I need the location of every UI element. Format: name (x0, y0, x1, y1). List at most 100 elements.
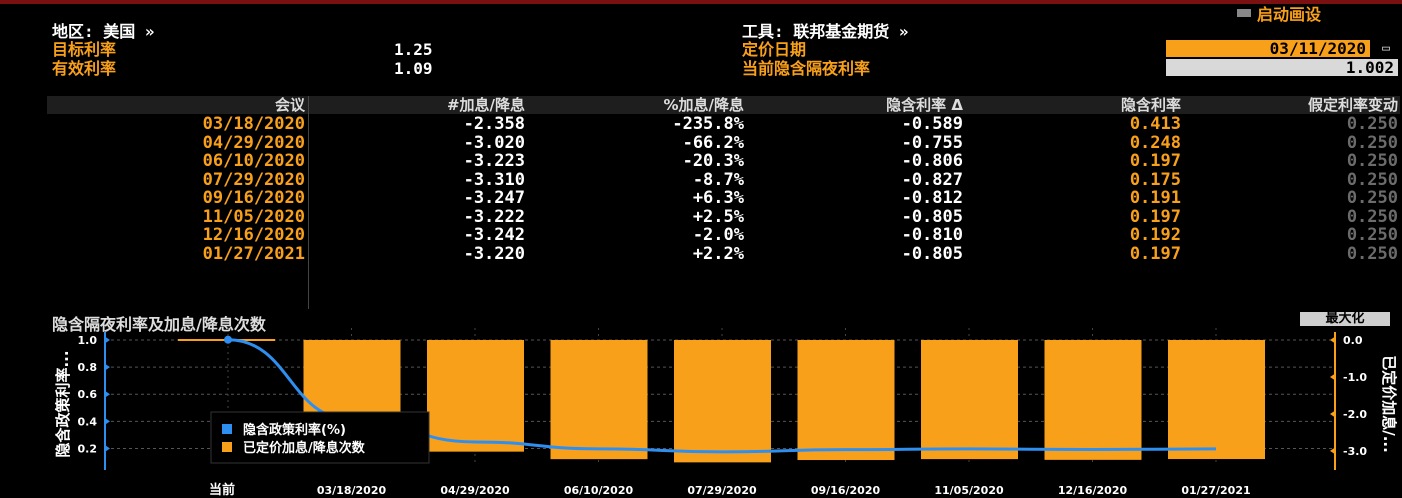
col-header-assumed-rate-change[interactable]: 假定利率变动 (1307, 96, 1398, 114)
right-tick-marker (1330, 409, 1336, 418)
pricing-date-input[interactable]: 03/11/2020 (1166, 40, 1370, 57)
x-tick-label: 07/29/2020 (687, 484, 757, 497)
cell-implied-rate-delta: -0.812 (901, 188, 963, 208)
x-tick-label: 03/18/2020 (317, 484, 387, 497)
right-tick-label: -3.0 (1343, 445, 1367, 458)
bar (921, 340, 1018, 460)
legend-box (210, 411, 430, 464)
effective-rate-value: 1.09 (394, 59, 433, 78)
cell-hikes-cuts-pct: -235.8% (672, 114, 744, 134)
col-header-implied-rate[interactable]: 隐含利率 (1120, 96, 1181, 114)
left-tick-label: 0.4 (78, 415, 98, 428)
target-rate-label: 目标利率 (52, 40, 117, 59)
right-tick-label: -2.0 (1343, 408, 1367, 421)
bar (427, 340, 524, 452)
cell-implied-rate: 0.197 (1129, 206, 1181, 227)
bar (303, 340, 401, 428)
cell-implied-rate-delta: -0.810 (901, 225, 963, 245)
cell-meeting-date: 01/27/2021 (202, 243, 305, 264)
left-tick-label: 1.0 (78, 334, 98, 347)
cell-meeting-date: 04/29/2020 (202, 132, 305, 153)
region-selector[interactable]: 地区: 美国 » (52, 22, 155, 41)
bar (797, 340, 895, 461)
x-tick-label: 09/16/2020 (811, 484, 881, 497)
bar (674, 340, 771, 463)
cell-hikes-cuts-pct: +2.5% (692, 206, 744, 227)
line-point (224, 335, 232, 344)
col-header-hikes-cuts-pct[interactable]: %加息/降息 (663, 96, 744, 114)
cell-implied-rate-delta: -0.589 (901, 114, 963, 134)
x-tick-label: 06/10/2020 (564, 484, 634, 497)
y2-axis-label: 已定价加息/... (1380, 355, 1398, 453)
x-tick-label: 01/27/2021 (1181, 484, 1250, 497)
meeting-table: 会议 #加息/降息 %加息/降息 隐含利率 Δ 隐含利率 假定利率变动 03/1… (47, 96, 1400, 309)
cell-assumed-rate-change: 0.250 (1346, 169, 1398, 190)
instrument-selector[interactable]: 工具: 联邦基金期货 » (742, 22, 909, 41)
y-axis-label: 隐含政策利率... (54, 350, 72, 457)
target-rate-value: 1.25 (394, 40, 433, 59)
bar (1044, 340, 1142, 460)
implied-overnight-value: 1.002 (1166, 59, 1398, 76)
cell-meeting-date: 09/16/2020 (202, 188, 305, 208)
cell-meeting-date: 07/29/2020 (202, 169, 305, 190)
bar (550, 340, 648, 460)
cell-meeting-date: 03/18/2020 (202, 114, 305, 134)
cell-hikes-cuts-count: -3.222 (463, 206, 525, 227)
series-line (227, 338, 1217, 454)
right-tick-label: 0.0 (1343, 334, 1363, 347)
cell-meeting-date: 06/10/2020 (202, 151, 305, 171)
left-tick-label: 0.6 (78, 388, 98, 401)
x-tick-label: 12/16/2020 (1058, 484, 1128, 497)
cell-implied-rate: 0.248 (1129, 132, 1181, 153)
right-tick-marker (1330, 372, 1336, 381)
defaults-toggle-icon (1237, 9, 1251, 17)
col-header-meeting[interactable]: 会议 (274, 96, 305, 114)
defaults-label: 启动画设 (1257, 5, 1322, 24)
cell-hikes-cuts-count: -2.358 (463, 114, 525, 134)
legend-swatch (222, 424, 232, 434)
cell-implied-rate: 0.192 (1129, 225, 1181, 245)
effective-rate-label: 有效利率 (52, 59, 117, 78)
defaults-button[interactable]: 启动画设 (1237, 4, 1322, 24)
cell-meeting-date: 11/05/2020 (202, 206, 305, 227)
right-tick-marker (1330, 446, 1336, 455)
cell-assumed-rate-change: 0.250 (1346, 132, 1398, 153)
cell-implied-rate: 0.197 (1129, 243, 1181, 264)
legend-label: 已定价加息/降息次数 (243, 440, 366, 456)
cell-implied-rate-delta: -0.806 (901, 151, 963, 171)
right-tick-label: -1.0 (1343, 371, 1367, 384)
x-tick-label: 当前 (209, 482, 235, 498)
cell-assumed-rate-change: 0.250 (1346, 188, 1398, 208)
calendar-icon[interactable]: ▭ (1382, 41, 1390, 56)
left-tick-marker (104, 390, 110, 399)
left-tick-marker (104, 417, 110, 426)
cell-hikes-cuts-count: -3.220 (463, 243, 525, 264)
table-divider (308, 96, 309, 309)
right-tick-marker (1330, 336, 1336, 344)
left-tick-marker (104, 363, 110, 372)
cell-implied-rate-delta: -0.805 (901, 206, 963, 227)
cell-assumed-rate-change: 0.250 (1346, 243, 1398, 264)
table-header: 会议 #加息/降息 %加息/降息 隐含利率 Δ 隐含利率 假定利率变动 (47, 96, 1400, 114)
cell-hikes-cuts-pct: +6.3% (692, 188, 744, 208)
left-tick-marker (104, 444, 110, 453)
cell-hikes-cuts-pct: -2.0% (692, 225, 744, 245)
cell-hikes-cuts-count: -3.242 (463, 225, 525, 245)
maximize-button[interactable]: 最大化 (1300, 312, 1390, 326)
cell-implied-rate: 0.197 (1129, 151, 1181, 171)
cell-implied-rate-delta: -0.805 (901, 243, 963, 264)
cell-assumed-rate-change: 0.250 (1346, 114, 1398, 134)
cell-hikes-cuts-count: -3.310 (463, 169, 525, 190)
cell-implied-rate: 0.175 (1129, 169, 1181, 190)
cell-hikes-cuts-count: -3.247 (463, 188, 525, 208)
legend-label: 隐含政策利率(%) (243, 422, 346, 438)
bar (1168, 340, 1265, 460)
cell-implied-rate: 0.191 (1129, 188, 1181, 208)
cell-hikes-cuts-pct: -20.3% (682, 151, 744, 171)
col-header-hikes-cuts-count[interactable]: #加息/降息 (446, 96, 525, 114)
window-top-bar (0, 0, 1402, 4)
cell-hikes-cuts-pct: +2.2% (692, 243, 744, 264)
col-header-implied-rate-delta[interactable]: 隐含利率 Δ (886, 96, 963, 114)
implied-overnight-label: 当前隐含隔夜利率 (742, 59, 871, 78)
left-tick-label: 0.8 (78, 361, 98, 374)
